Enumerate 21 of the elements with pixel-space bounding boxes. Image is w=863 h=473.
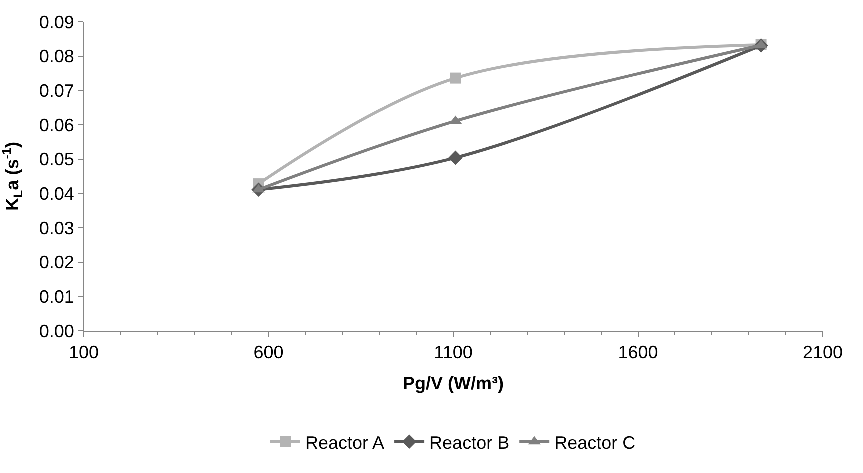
legend-label: Reactor B bbox=[430, 432, 510, 453]
y-tick-label: 0.03 bbox=[39, 218, 74, 238]
y-tick-label: 0.04 bbox=[39, 184, 74, 204]
x-axis-title: Pg/V (W/m³) bbox=[403, 374, 504, 394]
x-tick-label: 1600 bbox=[618, 342, 658, 363]
y-tick-label: 0.02 bbox=[39, 252, 74, 273]
y-tick-label: 0.08 bbox=[39, 46, 74, 67]
x-tick-label: 1100 bbox=[434, 342, 473, 363]
y-tick-label: 0.09 bbox=[39, 12, 74, 32]
y-tick-label: 0.00 bbox=[39, 321, 74, 342]
y-tick-label: 0.05 bbox=[39, 150, 74, 170]
x-tick-label: 2100 bbox=[802, 342, 844, 363]
y-tick-label: 0.07 bbox=[39, 80, 74, 101]
y-tick-label: 0.01 bbox=[39, 286, 74, 307]
legend-label: Reactor C bbox=[554, 432, 636, 453]
x-tick-label: 100 bbox=[68, 342, 100, 363]
y-tick-label: 0.06 bbox=[39, 115, 74, 136]
point bbox=[450, 72, 462, 84]
x-tick-label: 600 bbox=[254, 342, 284, 363]
point bbox=[448, 150, 463, 166]
legend-label: Reactor A bbox=[306, 432, 385, 453]
